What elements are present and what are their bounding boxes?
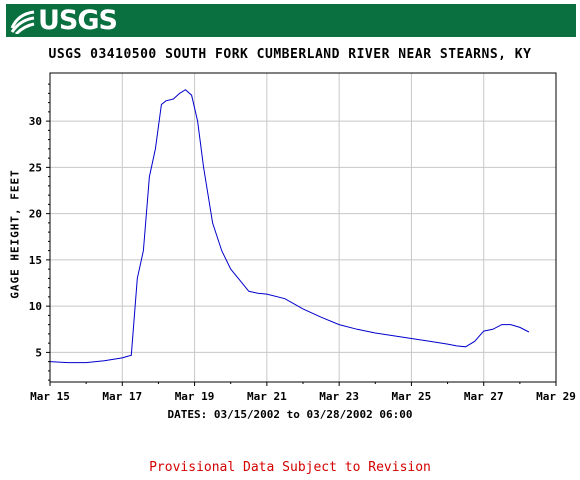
x-tick-label: Mar 27 xyxy=(464,390,504,403)
x-tick-label: Mar 29 xyxy=(536,390,576,403)
x-tick-label: Mar 17 xyxy=(102,390,142,403)
logo-text: USGS xyxy=(38,5,118,36)
y-tick-label: 15 xyxy=(29,254,42,267)
x-tick-label: Mar 19 xyxy=(175,390,215,403)
plot-frame xyxy=(49,72,557,383)
x-tick-label: Mar 15 xyxy=(30,390,70,403)
x-tick-label: Mar 23 xyxy=(319,390,359,403)
y-tick-label: 5 xyxy=(35,346,42,359)
y-tick-label: 25 xyxy=(29,161,42,174)
usgs-banner: USGS xyxy=(6,4,576,37)
y-tick-label: 10 xyxy=(29,300,42,313)
y-tick-label: 30 xyxy=(29,115,42,128)
usgs-logo[interactable]: USGS xyxy=(10,5,118,36)
x-tick-label: Mar 21 xyxy=(247,390,287,403)
gage-height-series-line xyxy=(49,89,530,364)
usgs-wave-icon xyxy=(10,7,36,34)
provisional-notice: Provisional Data Subject to Revision xyxy=(149,460,431,475)
chart-title: USGS 03410500 SOUTH FORK CUMBERLAND RIVE… xyxy=(48,47,532,62)
y-tick-label: 20 xyxy=(29,208,42,221)
x-tick-label: Mar 25 xyxy=(392,390,432,403)
x-axis-label: DATES: 03/15/2002 to 03/28/2002 06:00 xyxy=(167,408,413,421)
